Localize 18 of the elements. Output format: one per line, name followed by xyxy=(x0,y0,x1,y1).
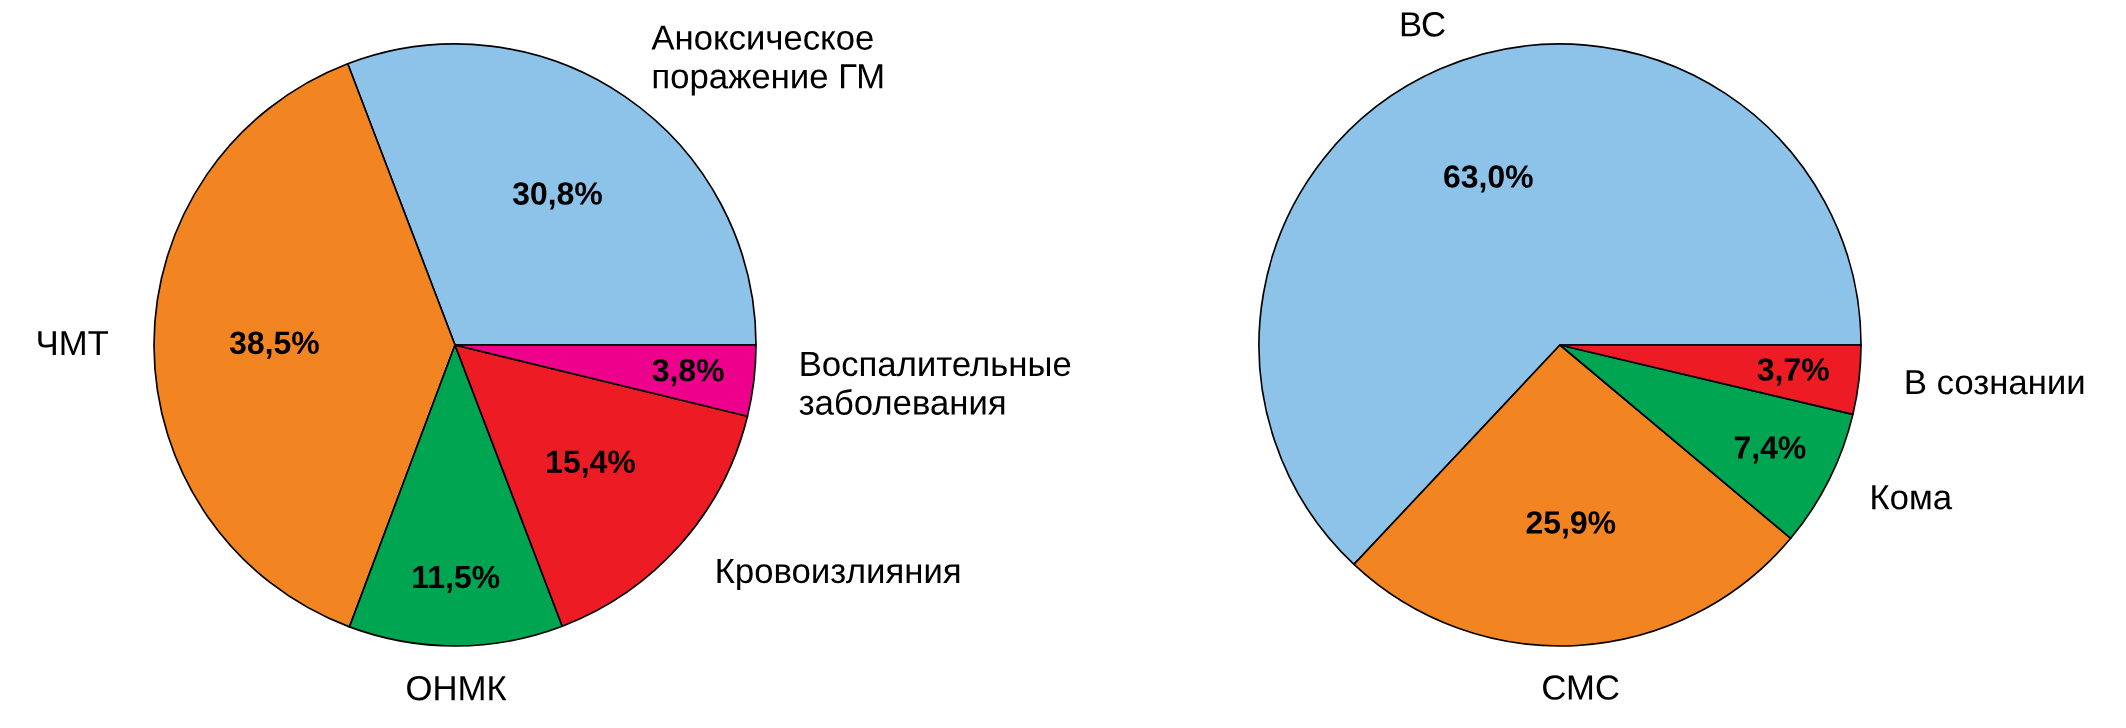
slice-label: ОНМК xyxy=(407,675,507,701)
data-label: 3,7% xyxy=(1757,358,1829,386)
data-label: 38,5% xyxy=(229,331,319,359)
slice-label: Воспалительные заболевания xyxy=(799,351,1071,415)
data-label: 3,8% xyxy=(652,358,724,387)
slice-label: СМС xyxy=(1543,675,1619,700)
slice-label: ЧМТ xyxy=(38,331,109,356)
slice-label: В сознании xyxy=(1906,370,2084,395)
slice-label: ВС xyxy=(1401,12,1445,37)
data-label: 11,5% xyxy=(413,565,500,593)
data-label: 25,9% xyxy=(1526,511,1616,539)
data-label: 30,8% xyxy=(512,182,602,210)
data-label: 15,4% xyxy=(547,450,635,478)
data-label: 63,0% xyxy=(1444,165,1533,193)
data-label: 7,4% xyxy=(1734,436,1806,464)
slice-label: Кровоизлияния xyxy=(717,559,960,591)
slice-label: Кома xyxy=(1872,485,1953,510)
slice-label: Аноксическое поражение ГМ xyxy=(651,25,883,96)
